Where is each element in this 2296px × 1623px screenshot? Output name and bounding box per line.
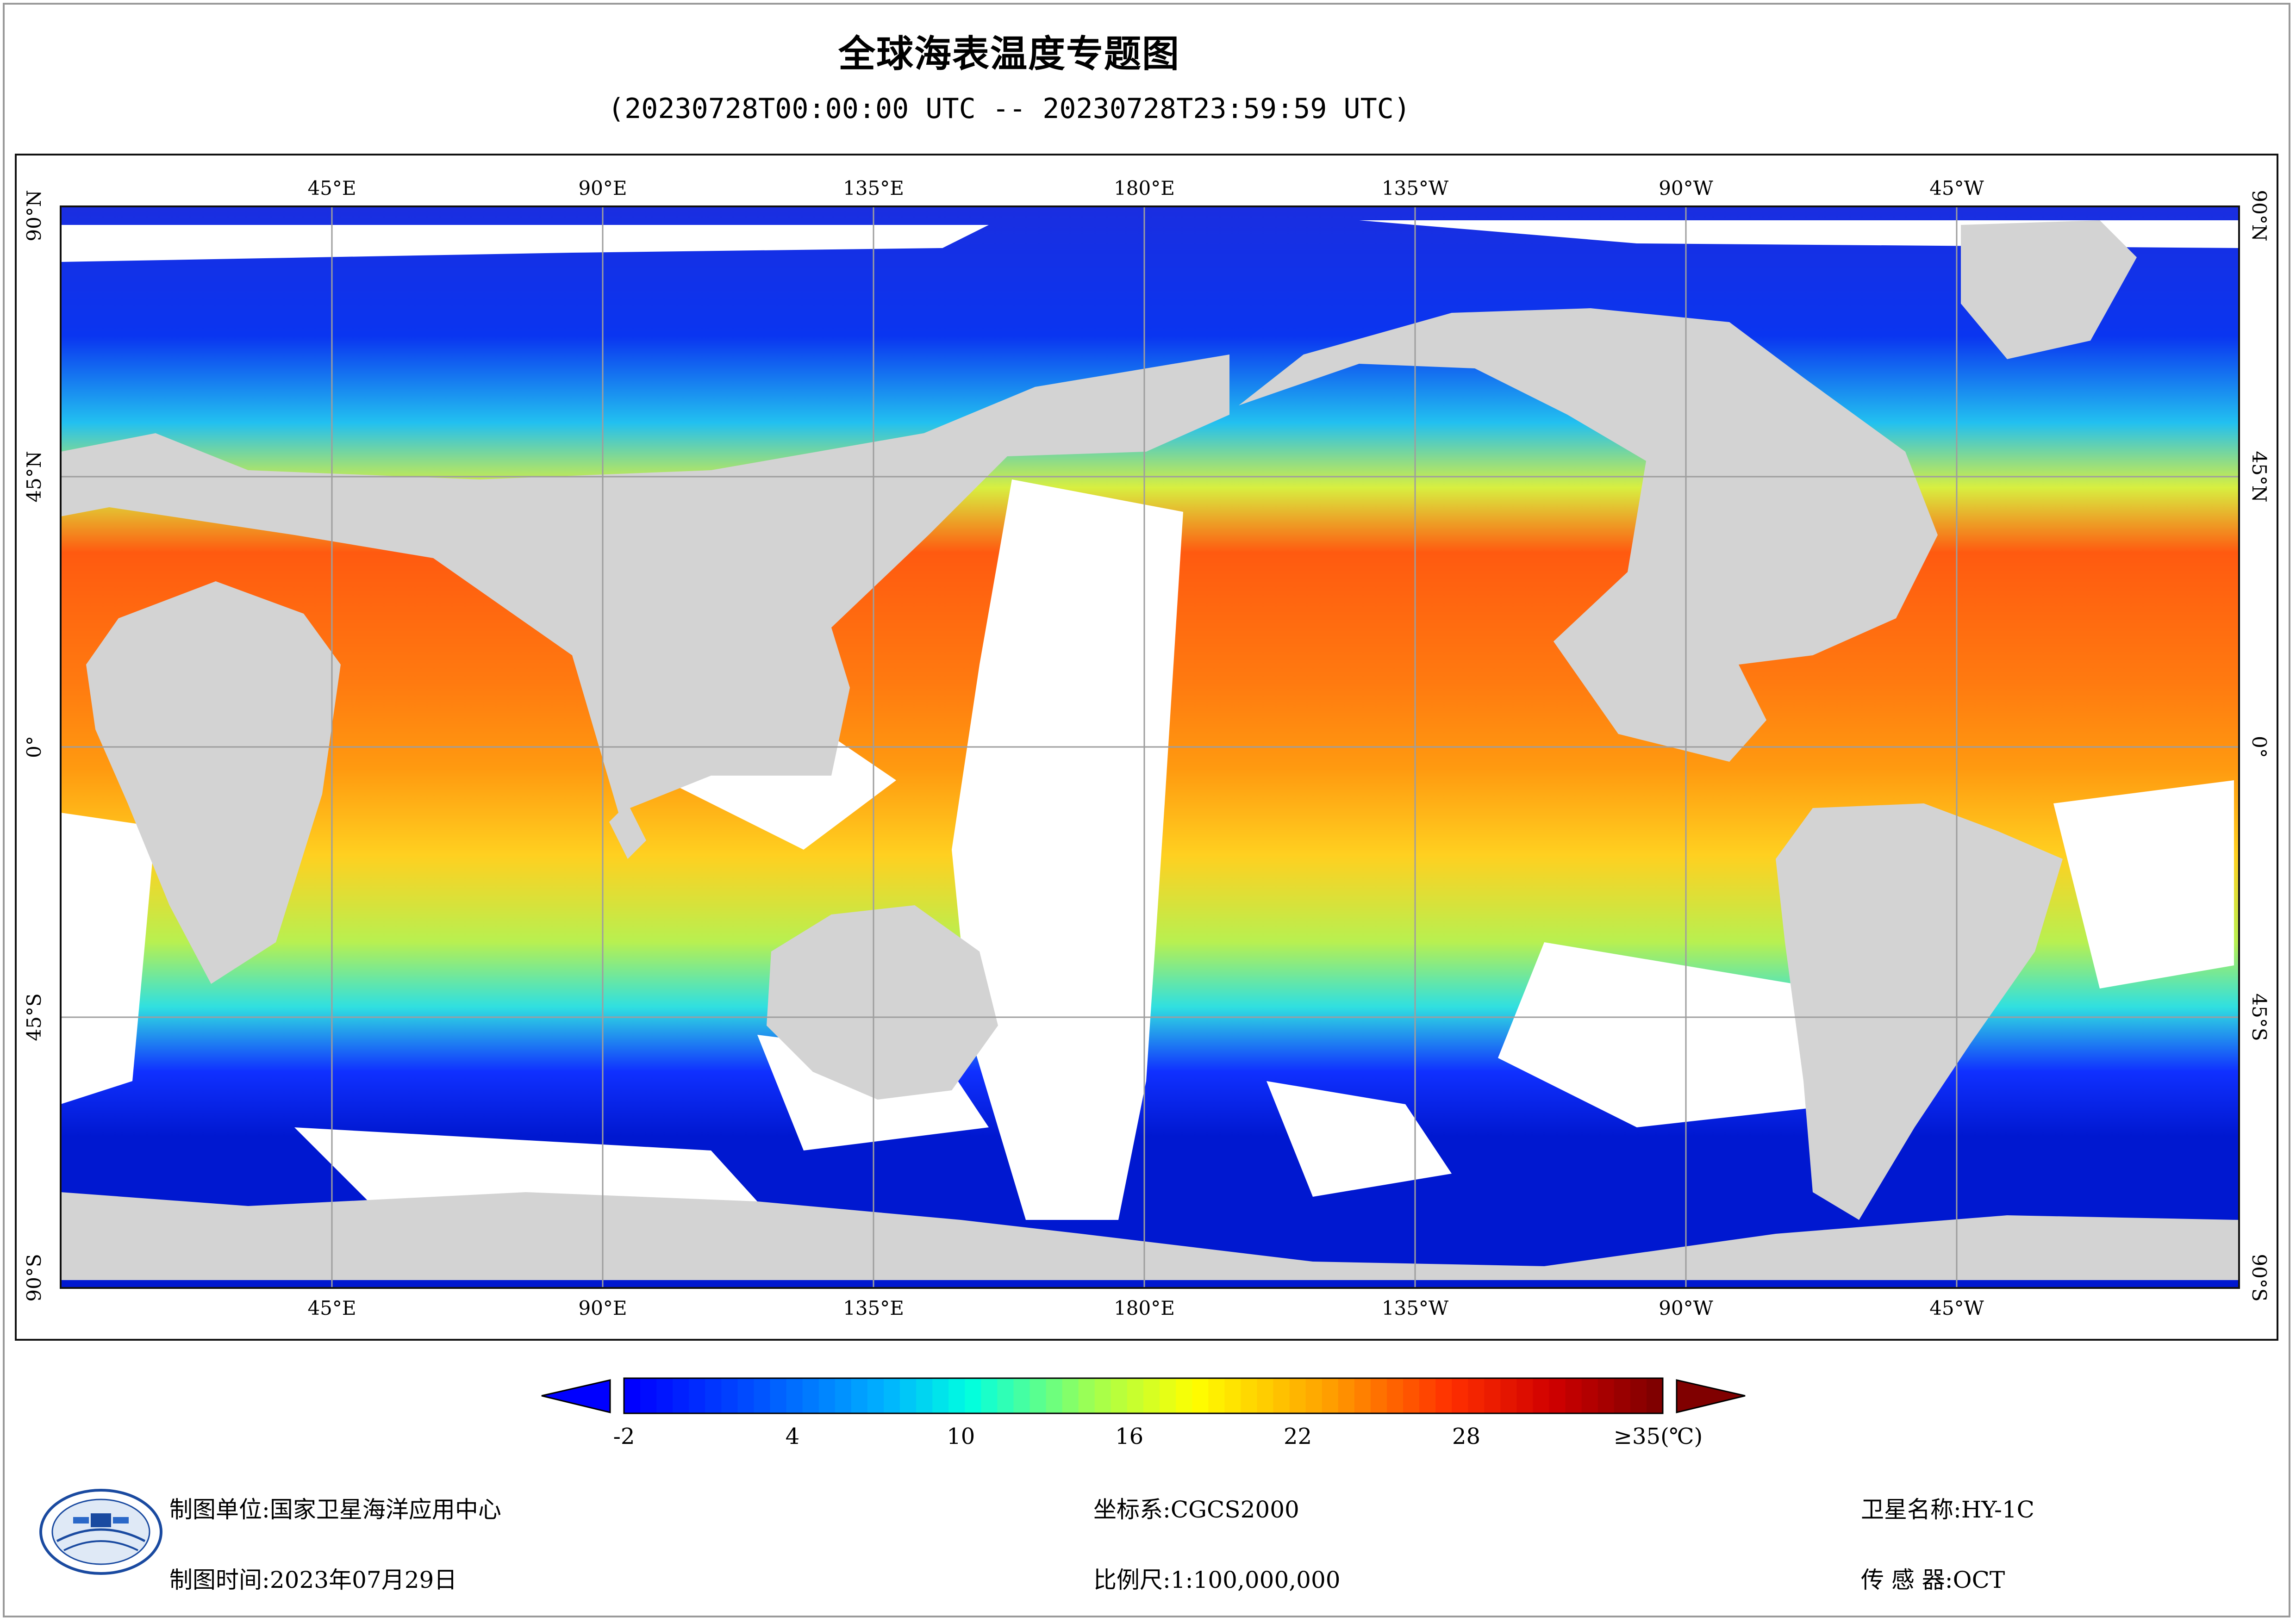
sst-map[interactable]: 45°E 90°E 135°E 180°E 135°W 90°W 45°W 45… (17, 155, 2277, 1339)
scale-value: 1:100,000,000 (1170, 1567, 1341, 1593)
scale-row: 比例尺:1:100,000,000 (1093, 1561, 1341, 1595)
lat-label-right: 90°N (2248, 190, 2271, 241)
date-value: 2023年07月29日 (269, 1567, 457, 1593)
lon-label-bottom: 45°W (1929, 1297, 1984, 1319)
lat-label-left: 45°S (23, 993, 45, 1041)
org-label: 制图单位: (169, 1496, 270, 1523)
date-row: 制图时间:2023年07月29日 (169, 1561, 457, 1595)
lat-label-right: 45°N (2248, 451, 2271, 502)
map-title: 全球海表温度专题图 (838, 32, 1180, 75)
org-value: 国家卫星海洋应用中心 (269, 1496, 501, 1523)
map-subtitle: (20230728T00:00:00 UTC -- 20230728T23:59… (608, 93, 1410, 125)
lon-label-top: 45°E (307, 177, 356, 199)
date-label: 制图时间: (169, 1567, 270, 1593)
lat-label-right: 45°S (2248, 993, 2271, 1041)
lat-label-left: 45°N (23, 451, 45, 502)
lon-label-top: 90°E (578, 177, 627, 199)
lat-label-left: 90°S (23, 1254, 45, 1301)
right-lat-labels: 90°N 45°N 0° 45°S 90°S (2248, 190, 2271, 1301)
page-border (3, 3, 2290, 1617)
sensor-value: OCT (1953, 1567, 2005, 1593)
sensor-row: 传 感 器:OCT (1861, 1561, 2005, 1595)
map-frame: 45°E 90°E 135°E 180°E 135°W 90°W 45°W 45… (15, 154, 2278, 1341)
lat-label-left: 90°N (23, 190, 45, 241)
lat-label-right: 90°S (2248, 1254, 2271, 1301)
land-masses (61, 220, 2239, 1280)
lon-label-top: 45°W (1929, 177, 1984, 199)
sensor-label: 传 感 器: (1861, 1567, 1953, 1593)
lon-label-bottom: 135°E (843, 1297, 904, 1319)
map-content (61, 206, 2239, 1288)
lat-label-left: 0° (23, 736, 45, 758)
bottom-lon-labels: 45°E 90°E 135°E 180°E 135°W 90°W 45°W (307, 1297, 1984, 1319)
satellite-label: 卫星名称: (1861, 1496, 1961, 1523)
lat-label-right: 0° (2248, 736, 2271, 758)
map-data-area-border (60, 205, 2240, 1289)
top-lon-labels: 45°E 90°E 135°E 180°E 135°W 90°W 45°W (307, 177, 1984, 199)
crs-label: 坐标系: (1093, 1496, 1171, 1523)
lon-label-bottom: 45°E (307, 1297, 356, 1319)
lon-label-top: 135°W (1382, 177, 1449, 199)
lon-label-top: 135°E (843, 177, 904, 199)
lon-label-bottom: 90°W (1659, 1297, 1713, 1319)
soa-logo (39, 1489, 162, 1575)
lon-label-bottom: 135°W (1382, 1297, 1449, 1319)
crs-value: CGCS2000 (1170, 1496, 1299, 1523)
scale-label: 比例尺: (1093, 1567, 1171, 1593)
satellite-row: 卫星名称:HY-1C (1861, 1491, 2034, 1524)
crs-row: 坐标系:CGCS2000 (1093, 1491, 1299, 1524)
lon-label-bottom: 90°E (578, 1297, 627, 1319)
left-lat-labels: 90°N 45°N 0° 45°S 90°S (23, 190, 45, 1301)
lon-label-bottom: 180°E (1114, 1297, 1175, 1319)
lon-label-top: 90°W (1659, 177, 1713, 199)
satellite-value: HY-1C (1961, 1496, 2034, 1523)
org-row: 制图单位:国家卫星海洋应用中心 (169, 1491, 501, 1524)
lon-label-top: 180°E (1114, 177, 1175, 199)
